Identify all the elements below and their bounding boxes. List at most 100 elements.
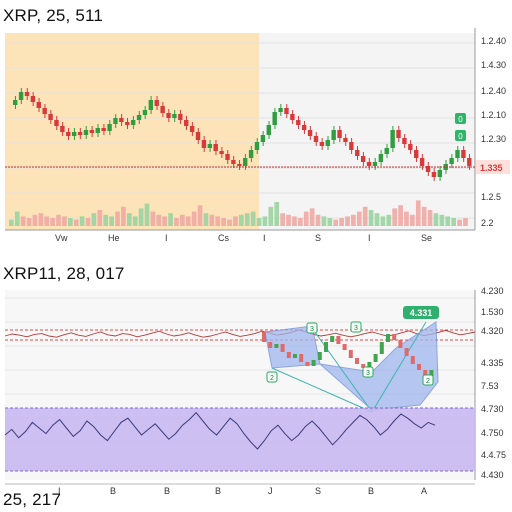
chart-1-candle-body <box>154 100 159 106</box>
chart-1-volume-bar <box>327 218 333 226</box>
chart-1-candle-body <box>18 92 24 100</box>
chart-1-volume-bar <box>138 208 144 226</box>
chart-2-pattern-leg <box>271 367 373 413</box>
chart-1-candle-body <box>248 150 254 158</box>
chart-1-candle-body <box>13 100 18 105</box>
chart-2-marker <box>306 322 318 334</box>
chart-1-candle-body <box>201 140 207 148</box>
chart-1-volume-bar <box>297 218 303 226</box>
chart-1-candle-body <box>319 142 325 146</box>
chart-1-volume-bar <box>32 214 38 226</box>
chart-1-candle-body <box>449 158 454 164</box>
chart-2-y-tick-label: 4.430 <box>481 470 504 480</box>
chart-1-volume-bar <box>103 214 109 226</box>
chart-1-volume-bar <box>286 214 291 226</box>
chart-1-candle-body <box>402 138 407 144</box>
chart-1-volume-bar <box>398 205 403 226</box>
chart-1-volume-bar <box>374 213 380 226</box>
chart-1-volume-bar <box>26 218 32 226</box>
chart-1-volume-bar <box>20 216 26 226</box>
chart-2-y-tick-label: 4.335 <box>481 358 504 368</box>
chart-2-band-candle <box>286 352 291 358</box>
chart-1-candle-body <box>378 154 384 162</box>
chart-2-marker-label: 2 <box>270 375 274 382</box>
chart-1-volume-bar <box>386 214 392 226</box>
chart-1-volume-bar <box>463 218 468 226</box>
chart-1-badge-label: 0 <box>458 115 463 124</box>
chart-1-x-tick-label: Se <box>421 233 432 243</box>
chart-1-volume-bar <box>209 214 215 226</box>
chart-1-volume-bar <box>62 216 67 226</box>
chart-1-candle-body <box>343 138 348 142</box>
chart-1-volume-bar <box>227 219 232 226</box>
chart-1-candle-body <box>301 125 307 130</box>
chart-2-band-candle <box>293 354 297 358</box>
chart-1-volume-bar <box>262 216 268 226</box>
chart-2-band-candle <box>386 334 390 342</box>
chart-1-volume-bar <box>321 216 327 226</box>
chart-2-marker <box>266 371 278 383</box>
chart-1-volume-bar <box>421 206 427 226</box>
chart-1-candle-body <box>136 115 142 120</box>
chart-2-band-candle <box>317 352 322 360</box>
chart-1-volume-bar <box>126 213 132 226</box>
chart-2-band-candle <box>324 342 328 352</box>
chart-2-band-candle <box>342 344 347 350</box>
chart-1-candle-body <box>313 136 319 142</box>
chart-1-y-tick-label: 1.4.30 <box>481 60 506 70</box>
chart-1-badge <box>455 130 466 141</box>
chart-1-volume-bar <box>345 216 350 226</box>
chart-1-candle-body <box>366 162 372 166</box>
chart-1-volume-bar <box>457 219 462 226</box>
chart-1-candle-body <box>237 164 242 166</box>
chart-1-volume-bar <box>268 206 274 226</box>
chart-2-y-tick-label: 4.730 <box>481 404 504 414</box>
chart-1-candle-body <box>48 114 53 120</box>
chart-1-volume-bar <box>73 219 79 226</box>
chart-1-volume-bar <box>250 211 256 226</box>
chart-2-band-candle <box>268 342 273 348</box>
chart-1-candle-body <box>461 150 466 158</box>
chart-2-oscillator-area <box>5 408 475 471</box>
chart-2-band-candle <box>299 354 304 362</box>
chart-2-marker-label: 3 <box>310 326 314 333</box>
chart-2-band-candle <box>423 370 428 376</box>
chart-1-candle-body <box>408 144 413 150</box>
chart-1-volume-bar <box>85 218 91 226</box>
chart-2-band-candle <box>379 342 384 354</box>
chart-1-volume-bar <box>415 200 421 226</box>
chart-1-volume-bar <box>239 214 244 226</box>
chart-1-volume-bar <box>109 216 114 226</box>
chart-1-candle-body <box>372 162 378 166</box>
chart-2-band-candle <box>348 350 353 358</box>
chart-1-volume-bar <box>44 216 50 226</box>
chart-1-volume-bar <box>56 214 61 226</box>
footer-label: 25, 217 <box>3 490 62 509</box>
chart-1-volume-bar <box>439 214 445 226</box>
chart-1-volume-bar <box>203 213 209 226</box>
chart-1-volume-bar <box>121 206 126 226</box>
chart-1-candle-body <box>60 126 65 132</box>
chart-1-volume-bar <box>309 208 315 226</box>
chart-2-band-candle <box>392 334 397 340</box>
chart-1-volume-bar <box>392 208 398 226</box>
chart-1-volume-bar <box>233 216 238 226</box>
chart-1-volume-bar <box>115 211 120 226</box>
chart-2-band-candle <box>410 356 415 364</box>
chart-1-volume-bar <box>67 218 73 226</box>
chart-2-band-candle <box>336 336 341 344</box>
chart-1-volume-bar <box>9 219 14 226</box>
chart-2-y-tick-label: 7.53 <box>481 381 499 391</box>
chart-1-candle-body <box>284 108 289 114</box>
chart-2-band-candle <box>373 354 378 362</box>
chart-1-volume-bar <box>410 214 415 226</box>
chart-1-volume-bar <box>168 213 173 226</box>
chart-2-y-tick-label: 4.750 <box>481 428 504 438</box>
chart-2-callout-bg <box>403 306 439 319</box>
chart-2-band-candle <box>417 364 421 370</box>
chart-1-y-tick-label: 1.2.40 <box>481 36 506 46</box>
chart-1-y-tick-label: 1.2.10 <box>481 110 506 120</box>
chart-1-candle-body <box>384 148 389 154</box>
chart-2-band-candle <box>330 336 335 342</box>
chart-2-x-tick-label: J <box>268 486 273 496</box>
